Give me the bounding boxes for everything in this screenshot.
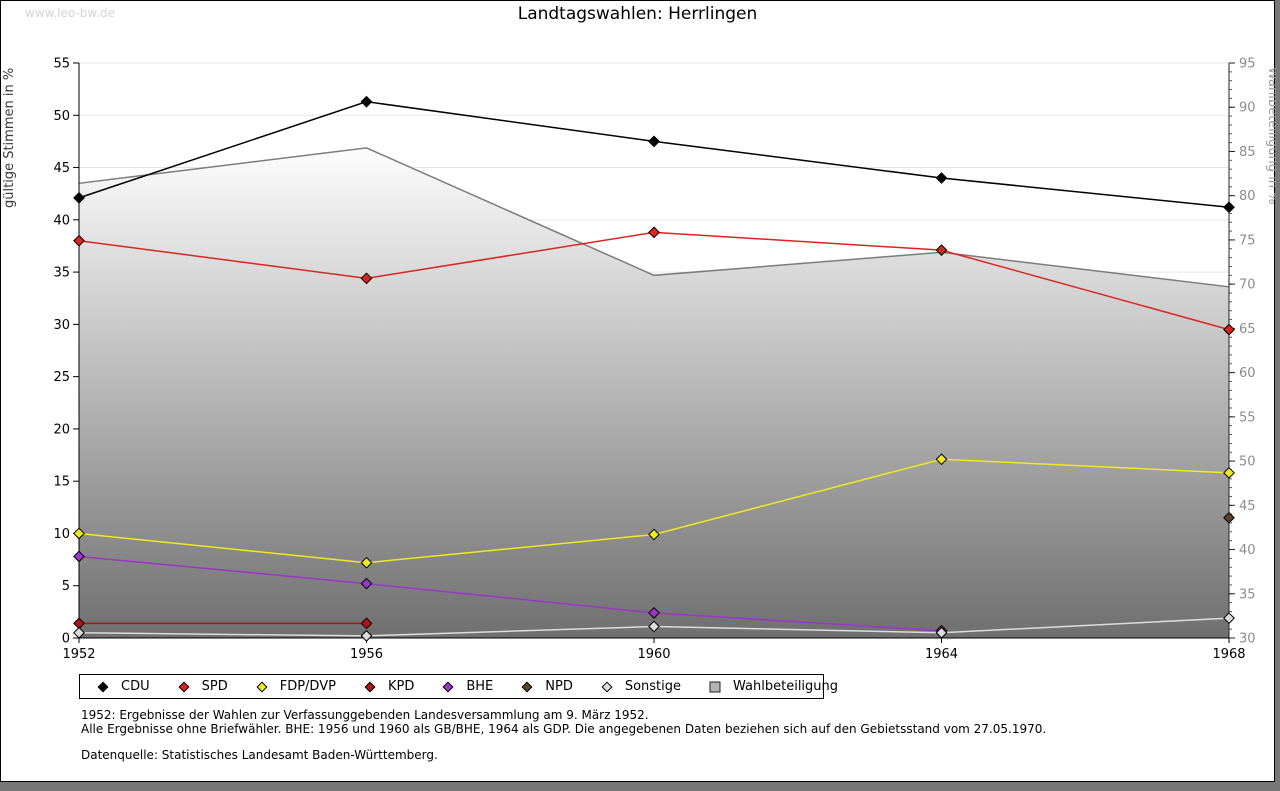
left-axis-title: gültige Stimmen in % [2,68,17,208]
right-axis-tick-label: 65 [1239,322,1256,337]
x-axis-tick-label: 1956 [350,647,383,662]
data-point-spd [73,234,85,247]
data-point-sonstige [648,620,660,633]
right-axis-tick-label: 60 [1239,366,1256,381]
legend-item-label: NPD [545,679,573,694]
left-axis-tick-label: 20 [53,422,70,437]
page-title: Landtagswahlen: Herrlingen [517,4,758,24]
right-axis-tick-label: 75 [1239,233,1256,248]
series-line-bhe [78,555,942,632]
series-diamond-icon [364,680,376,693]
data-point-bhe [648,607,660,619]
series-diamond-icon [178,680,190,693]
series-diamond-icon [256,680,268,693]
footnote-block: 1952: Ergebnisse der Wahlen zur Verfassu… [81,708,1221,736]
left-axis-tick-label: 15 [53,475,70,490]
left-axis-tick-label: 50 [53,109,70,124]
left-axis-tick-label: 45 [53,161,70,176]
legend-item-label: Wahlbeteiligung [733,679,839,694]
turnout-swatch-icon [709,681,721,692]
data-point-sonstige [935,626,948,639]
plot-area: 0 5 10 15 20 25 30 35 40 45 50 55 30 35 40 45 50 55 60 65 70… [53,57,1255,663]
legend-item-spd: SPD [177,679,228,694]
data-point-sonstige [360,630,373,642]
data-point-fdp-dvp [73,527,85,540]
x-axis-tick-label: 1964 [925,647,958,662]
right-axis-title: Wahlbeteiligung in % [1265,67,1276,204]
legend-item-label: KPD [387,679,415,694]
legend-item-kpd: KPD [363,679,414,694]
legend: CDU SPD FDP/DVP KPD BHE NPD Sonstige Wahlbeteil… [79,674,838,699]
left-axis-tick-label: 10 [53,527,70,542]
data-point-kpd [360,617,373,630]
data-point-cdu [73,191,85,204]
data-point-fdp-dvp [1223,466,1235,479]
right-axis-tick-label: 95 [1239,57,1256,72]
data-point-cdu [648,135,660,148]
left-axis-tick-label: 55 [53,57,70,72]
x-axis-tick-label: 1952 [62,647,95,662]
series-diamond-icon [521,680,533,693]
data-point-fdp-dvp [360,556,373,569]
turnout-area-border [78,147,1230,288]
data-point-sonstige [1223,612,1235,625]
data-point-bhe [73,550,85,563]
data-point-spd [935,244,948,257]
data-point-fdp-dvp [935,453,948,466]
right-axis-tick-label: 85 [1239,145,1256,160]
watermark: www.leo-bw.de [25,6,115,20]
left-axis-tick-label: 0 [62,632,70,647]
legend-item-label: Sonstige [624,679,682,694]
right-axis-tick-label: 50 [1239,455,1256,470]
series-diamond-icon [97,680,109,693]
data-source-note: Datenquelle: Statistisches Landesamt Bad… [81,748,438,762]
right-axis-tick-label: 45 [1239,499,1256,514]
data-point-spd [648,226,660,239]
data-point-fdp-dvp [648,528,660,541]
legend-item-label: CDU [121,679,150,694]
legend-item-wahlbeteiligung: Wahlbeteiligung [708,679,838,694]
right-axis-tick-label: 40 [1239,543,1256,558]
legend-item-fdp-dvp: FDP/DVP [255,679,336,694]
data-point-cdu [1223,201,1235,214]
data-point-spd [1223,323,1235,336]
legend-item-cdu: CDU [96,679,150,694]
data-point-bhe [360,577,373,590]
right-axis-tick-label: 35 [1239,587,1256,602]
legend-item-bhe: BHE [441,679,493,694]
left-axis-tick-label: 35 [53,266,70,281]
right-axis-tick-label: 30 [1239,632,1256,647]
footnote-line-1: 1952: Ergebnisse der Wahlen zur Verfassu… [81,708,649,722]
legend-item-label: SPD [201,679,228,694]
series-diamond-icon [601,680,613,693]
data-point-spd [360,272,373,285]
x-axis-tick-label: 1968 [1212,647,1245,662]
legend-item-label: BHE [466,679,494,694]
data-point-cdu [360,95,373,108]
left-axis-tick-label: 30 [53,318,70,333]
data-point-sonstige [73,626,85,639]
left-axis-tick-label: 5 [62,579,70,594]
series-diamond-icon [442,680,454,693]
turnout-area [79,147,1229,638]
footnote-line-2: Alle Ergebnisse ohne Briefwähler. BHE: 1… [81,722,1047,736]
left-axis-tick-label: 40 [53,213,70,228]
data-point-npd [1223,511,1235,524]
right-axis-tick-label: 90 [1239,101,1256,116]
legend-item-sonstige: Sonstige [600,679,681,694]
legend-item-label: FDP/DVP [279,679,336,694]
data-point-cdu [935,172,948,184]
left-axis-tick-label: 25 [53,370,70,385]
right-axis-tick-label: 55 [1239,410,1256,425]
x-axis-tick-label: 1960 [637,647,670,662]
right-axis-tick-label: 80 [1239,189,1256,204]
legend-item-npd: NPD [520,679,573,694]
right-axis-tick-label: 70 [1239,278,1256,293]
